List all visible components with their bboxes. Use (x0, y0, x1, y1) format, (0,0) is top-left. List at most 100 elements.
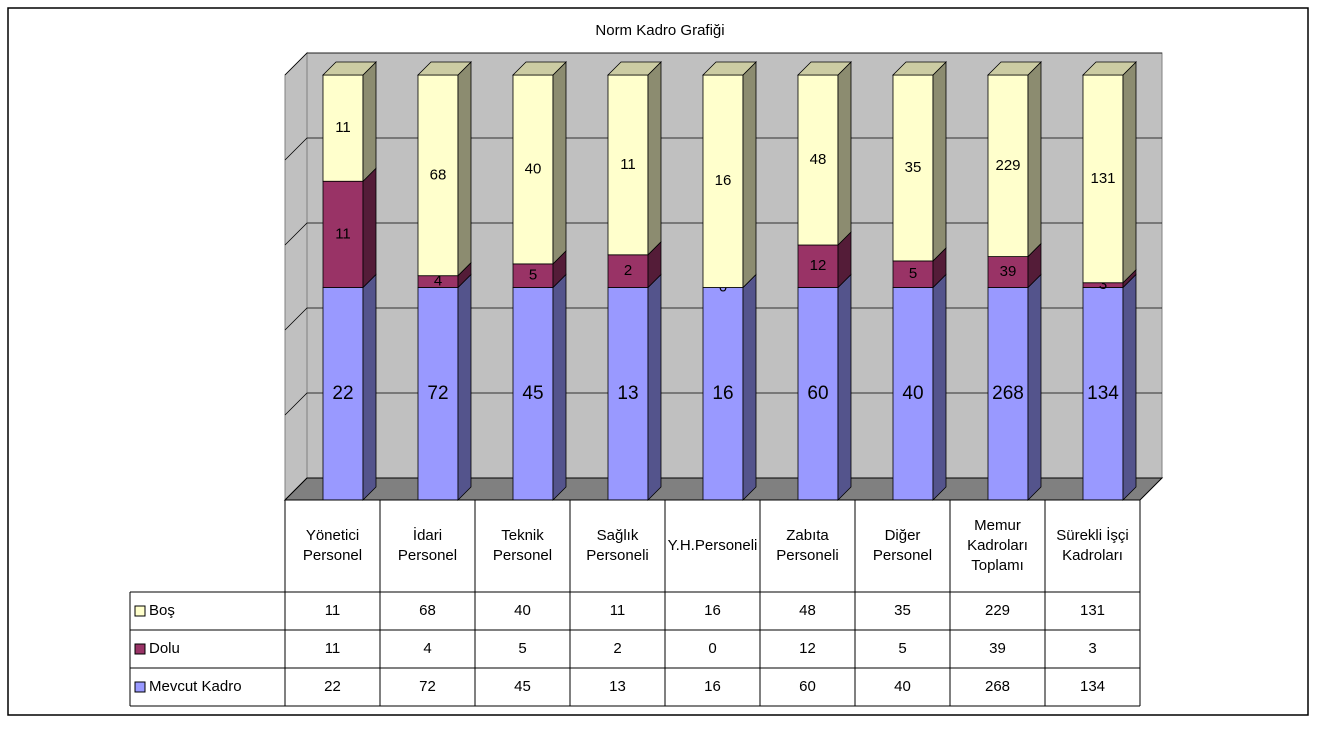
data-label: 11 (335, 119, 351, 136)
bar-segment (607, 74, 649, 256)
data-label: 11 (620, 156, 636, 173)
table-value: 3 (1088, 640, 1096, 657)
table-value: 2 (613, 640, 621, 657)
x-tick-label: Memur Kadroları Toplamı (967, 517, 1028, 574)
table-value: 268 (985, 678, 1010, 695)
data-label: 40 (902, 383, 923, 404)
table-value: 4 (423, 640, 431, 657)
bar-side (647, 61, 662, 256)
x-tick-label: Diğer Personel (872, 527, 933, 564)
bar-segment (322, 287, 364, 501)
table-value: 16 (704, 602, 721, 619)
data-label: 45 (522, 383, 543, 404)
data-label: 229 (995, 157, 1020, 174)
data-label: 16 (715, 172, 732, 189)
bar-top (512, 61, 567, 76)
x-tick-label: Sürekli İşçi Kadroları (1056, 527, 1129, 564)
bar-side (837, 273, 852, 501)
legend-label: Dolu (149, 640, 180, 657)
legend-swatch (134, 605, 146, 617)
bar-top (797, 61, 852, 76)
x-tick-label: Zabıta Personeli (776, 527, 839, 564)
category-cell: Yönetici Personel (302, 527, 363, 564)
legend-label: Mevcut Kadro (149, 678, 242, 695)
data-label: 12 (810, 257, 827, 274)
category-cell: Y.H.Personeli (667, 537, 758, 554)
bar-side (1027, 273, 1042, 501)
table-value: 72 (419, 678, 436, 695)
bar-side (362, 167, 377, 289)
bar-segment (417, 74, 459, 277)
bar-top (987, 61, 1042, 76)
table-value: 16 (704, 678, 721, 695)
x-tick-label: Yönetici Personel (302, 527, 363, 564)
bar-side (552, 273, 567, 501)
bar-side (1027, 61, 1042, 258)
data-label: 13 (617, 383, 638, 404)
legend-swatch (134, 643, 146, 655)
bar-top (417, 61, 472, 76)
category-cell: Teknik Personel (492, 527, 553, 564)
data-label: 39 (1000, 263, 1017, 280)
grid-line (284, 307, 1162, 331)
bar-segment (512, 74, 554, 265)
bar-segment (892, 287, 934, 501)
bar-side (1122, 61, 1137, 284)
data-label: 2 (624, 262, 632, 279)
table-value: 229 (985, 602, 1010, 619)
bar-side (742, 61, 757, 289)
table-value: 11 (610, 602, 626, 619)
data-label: 22 (332, 383, 353, 404)
category-cell: Diğer Personel (872, 527, 933, 564)
table-value: 48 (799, 602, 816, 619)
table-value: 12 (799, 640, 816, 657)
x-tick-label: Sağlık Personeli (586, 527, 649, 564)
bar-side (362, 273, 377, 501)
category-cell: Sürekli İşçi Kadroları (1056, 527, 1129, 564)
table-value: 0 (708, 640, 716, 657)
table-value: 22 (324, 678, 341, 695)
chart-title: Norm Kadro Grafiği (595, 22, 724, 39)
bar-segment (987, 74, 1029, 257)
data-label: 72 (427, 383, 448, 404)
table-value: 35 (894, 602, 911, 619)
x-tick-label: Y.H.Personeli (667, 537, 758, 554)
bar-segment (1082, 287, 1124, 501)
bar-top (1082, 61, 1137, 76)
grid-line (284, 392, 1162, 416)
data-label: 35 (905, 159, 922, 176)
data-label: 48 (810, 151, 827, 168)
grid-line (284, 137, 1162, 161)
table-value: 13 (609, 678, 626, 695)
legend-label: Boş (149, 602, 175, 619)
bar-segment (797, 74, 839, 246)
bar-side (742, 273, 757, 501)
grid-line (284, 52, 1162, 76)
bar-segment (892, 74, 934, 262)
bar-side (1122, 273, 1137, 501)
bar-side (457, 61, 472, 277)
data-label: 60 (807, 383, 828, 404)
bar-segment (797, 287, 839, 501)
bar-segment (607, 287, 649, 501)
data-label: 5 (909, 265, 917, 282)
table-value: 11 (325, 602, 341, 619)
table-value: 11 (325, 640, 341, 657)
table-value: 131 (1080, 602, 1105, 619)
x-tick-label: Teknik Personel (492, 527, 553, 564)
data-label: 134 (1087, 383, 1119, 404)
grid-line (284, 222, 1162, 246)
category-cell: Memur Kadroları Toplamı (967, 517, 1028, 574)
data-label: 268 (992, 383, 1024, 404)
data-label: 3 (1099, 276, 1107, 293)
bar-segment (1082, 74, 1124, 284)
legend-swatch (134, 681, 146, 693)
category-cell: Zabıta Personeli (776, 527, 839, 564)
x-tick-label: İdari Personel (397, 527, 458, 564)
bar-top (892, 61, 947, 76)
table-value: 39 (989, 640, 1006, 657)
table-value: 5 (518, 640, 526, 657)
bar-side (647, 273, 662, 501)
bar-side (837, 61, 852, 246)
bar-segment (892, 260, 934, 288)
